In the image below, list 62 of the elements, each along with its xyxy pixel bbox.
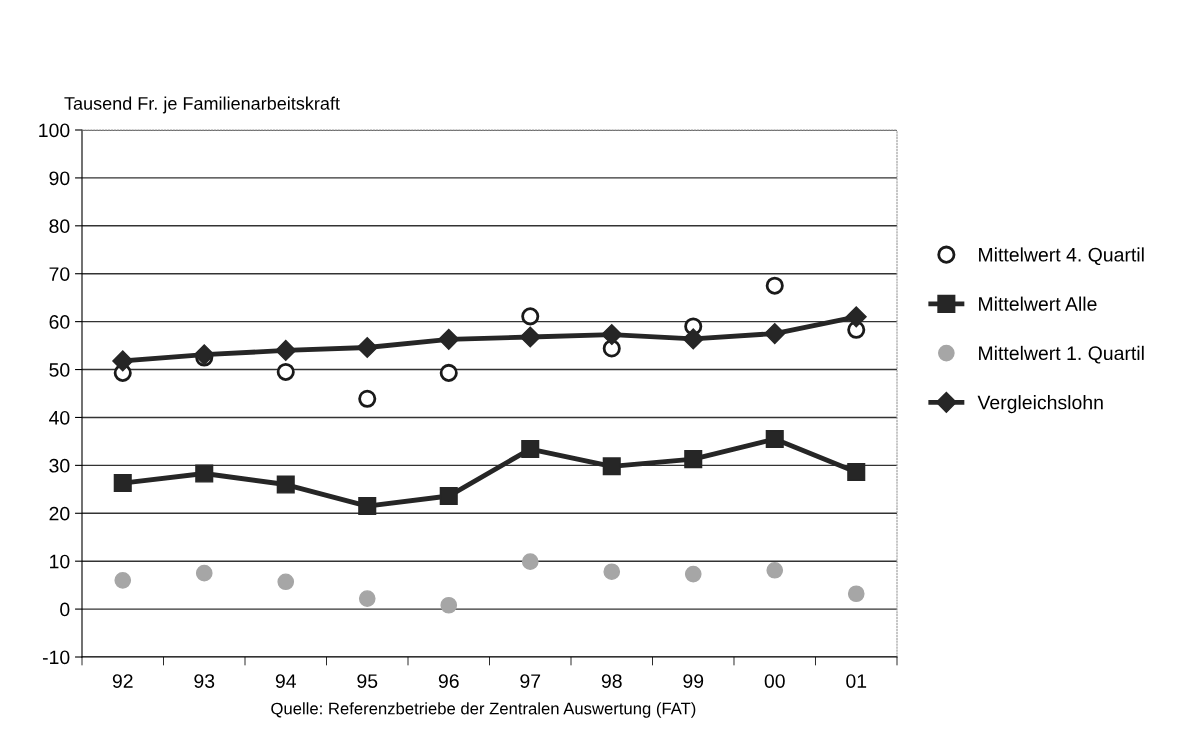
point xyxy=(438,328,460,350)
x-tick-label: 93 xyxy=(194,674,215,688)
point xyxy=(521,307,540,326)
point xyxy=(195,564,213,582)
x-tick-label: 99 xyxy=(683,674,704,688)
point xyxy=(113,474,132,493)
point xyxy=(765,276,784,295)
point xyxy=(358,389,377,408)
x-tick-label: 96 xyxy=(438,674,459,688)
legend-label: Mittelwert 4. Quartil xyxy=(979,247,1144,266)
point xyxy=(684,565,702,583)
x-tick-label: 01 xyxy=(846,674,867,688)
point xyxy=(684,450,703,469)
point xyxy=(847,463,866,482)
legend-label: Mittelwert Alle xyxy=(979,296,1097,311)
y-axis-title: Tausend Fr. je Familienarbeitskraft xyxy=(64,96,340,114)
point xyxy=(276,475,295,494)
point xyxy=(276,362,295,381)
y-tick-label: 50 xyxy=(49,363,70,377)
y-tick-label: -10 xyxy=(42,650,70,665)
x-tick-label: 92 xyxy=(112,674,133,688)
legend-label: Vergleichslohn xyxy=(977,395,1103,414)
y-tick-label: 10 xyxy=(50,554,70,569)
point xyxy=(603,563,621,581)
y-tick-label: 40 xyxy=(49,410,70,425)
y-tick-label: 0 xyxy=(60,602,70,617)
source-note: Quelle: Referenzbetriebe der Zentralen Auswertung (FAT) xyxy=(271,702,696,718)
point xyxy=(847,585,865,603)
point xyxy=(356,336,378,359)
point xyxy=(766,561,784,579)
point xyxy=(112,350,134,372)
x-tick-label: 00 xyxy=(764,674,785,688)
point xyxy=(521,440,540,459)
y-tick-label: 90 xyxy=(49,171,70,186)
point xyxy=(439,486,458,506)
y-tick-label: 100 xyxy=(39,123,70,138)
point xyxy=(358,590,376,607)
point xyxy=(275,339,297,361)
point xyxy=(764,323,786,345)
x-tick-label: 97 xyxy=(520,674,541,688)
point xyxy=(440,596,458,614)
point xyxy=(114,572,132,589)
y-tick-label: 20 xyxy=(49,506,70,521)
y-tick-label: 80 xyxy=(49,219,70,234)
point xyxy=(602,457,621,476)
point xyxy=(521,553,539,570)
point xyxy=(195,464,214,483)
point xyxy=(358,497,377,516)
y-tick-label: 70 xyxy=(49,267,70,281)
point xyxy=(682,328,704,350)
x-tick-label: 94 xyxy=(275,674,296,688)
point xyxy=(519,326,541,348)
y-tick-label: 60 xyxy=(49,315,70,329)
point xyxy=(439,363,458,382)
point xyxy=(765,429,784,449)
legend-label: Mittelwert 1. Quartil xyxy=(979,345,1144,364)
x-tick-label: 98 xyxy=(601,674,622,688)
point xyxy=(277,573,295,591)
point xyxy=(845,306,867,328)
x-tick-label: 95 xyxy=(357,674,378,688)
y-tick-label: 30 xyxy=(49,458,70,473)
point xyxy=(601,324,623,346)
